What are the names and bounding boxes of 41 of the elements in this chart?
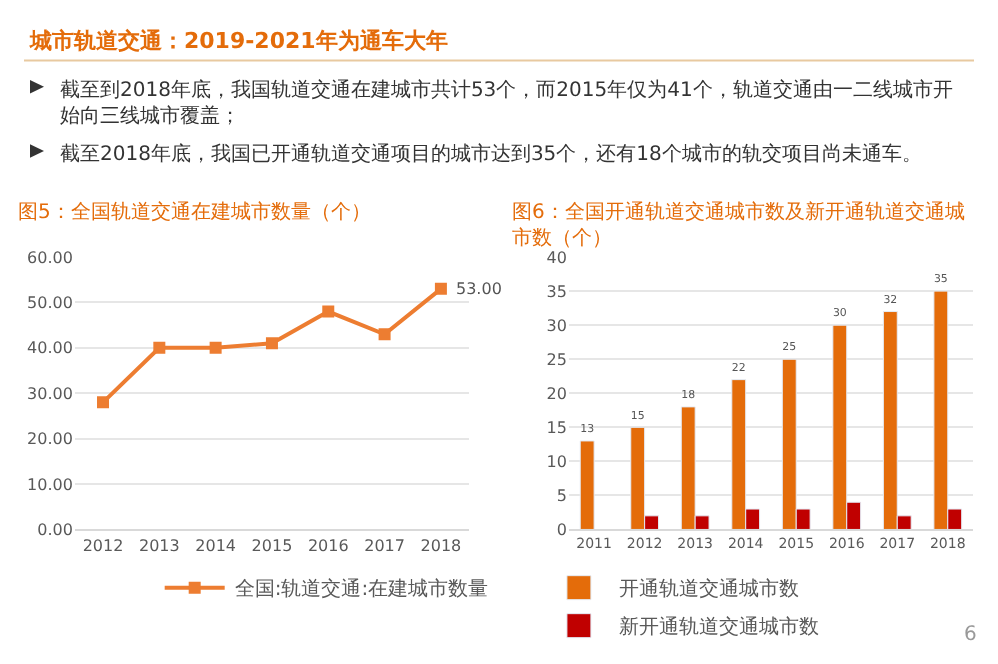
y-tick-label: 40 — [546, 248, 567, 267]
point — [265, 337, 278, 350]
bar — [579, 440, 595, 530]
y-tick-label: 60.00 — [27, 248, 73, 267]
x-tick-label: 2016 — [307, 536, 349, 555]
y-tick-label: 15 — [546, 418, 567, 437]
point — [153, 341, 166, 354]
y-tick-label: 0 — [556, 521, 567, 540]
legend-label: 全国:轨道交通:在建城市数量 — [234, 577, 489, 602]
y-tick-label: 0.00 — [37, 521, 73, 540]
x-tick-label: 2013 — [138, 536, 180, 555]
y-tick-label: 10.00 — [27, 475, 73, 494]
legend-label: 新开通轨道交通城市数 — [618, 615, 819, 640]
y-tick-label: 20 — [546, 384, 567, 403]
x-tick-label: 2012 — [82, 536, 124, 555]
x-tick-label: 2018 — [420, 536, 462, 555]
x-tick-label: 2014 — [195, 536, 236, 555]
y-tick-label: 20.00 — [27, 430, 73, 449]
text: 6 — [964, 624, 977, 646]
point — [322, 305, 335, 318]
point — [97, 396, 110, 409]
y-tick-label: 40.00 — [27, 339, 73, 358]
x-tick-label: 2017 — [364, 536, 405, 555]
x-tick-label: 2015 — [251, 536, 293, 555]
text: 城市轨道交通：2019-2021年为通车大年 — [28, 28, 448, 54]
text: 截至到2018年底，我国轨道交通在建城市共计53个，而2015年仅为41个，轨道交通由一二线城市开始向三线城市覆盖； — [60, 78, 953, 128]
y-tick-label: 50.00 — [27, 294, 73, 313]
chart-title: 图5：全国轨道交通在建城市数量（个） — [18, 200, 371, 224]
point — [209, 341, 222, 354]
data-label: 53.00 — [456, 280, 502, 298]
y-tick-label: 35 — [546, 282, 567, 301]
chart-title: 图6：全国开通轨道交通城市数及新开通轨道交通城市数（个） — [512, 200, 965, 250]
legend-label: 开通轨道交通城市数 — [618, 577, 799, 602]
point — [378, 328, 391, 341]
y-tick-label: 25 — [546, 350, 567, 369]
point — [434, 282, 447, 295]
y-tick-label: 5 — [556, 487, 567, 506]
text: 截至2018年底，我国已开通轨道交通项目的城市达到35个，还有18个城市的轨交项目尚未通车。 — [60, 142, 922, 166]
y-tick-label: 10 — [546, 452, 567, 471]
y-tick-label: 30.00 — [27, 384, 73, 403]
y-tick-label: 30 — [546, 316, 567, 335]
